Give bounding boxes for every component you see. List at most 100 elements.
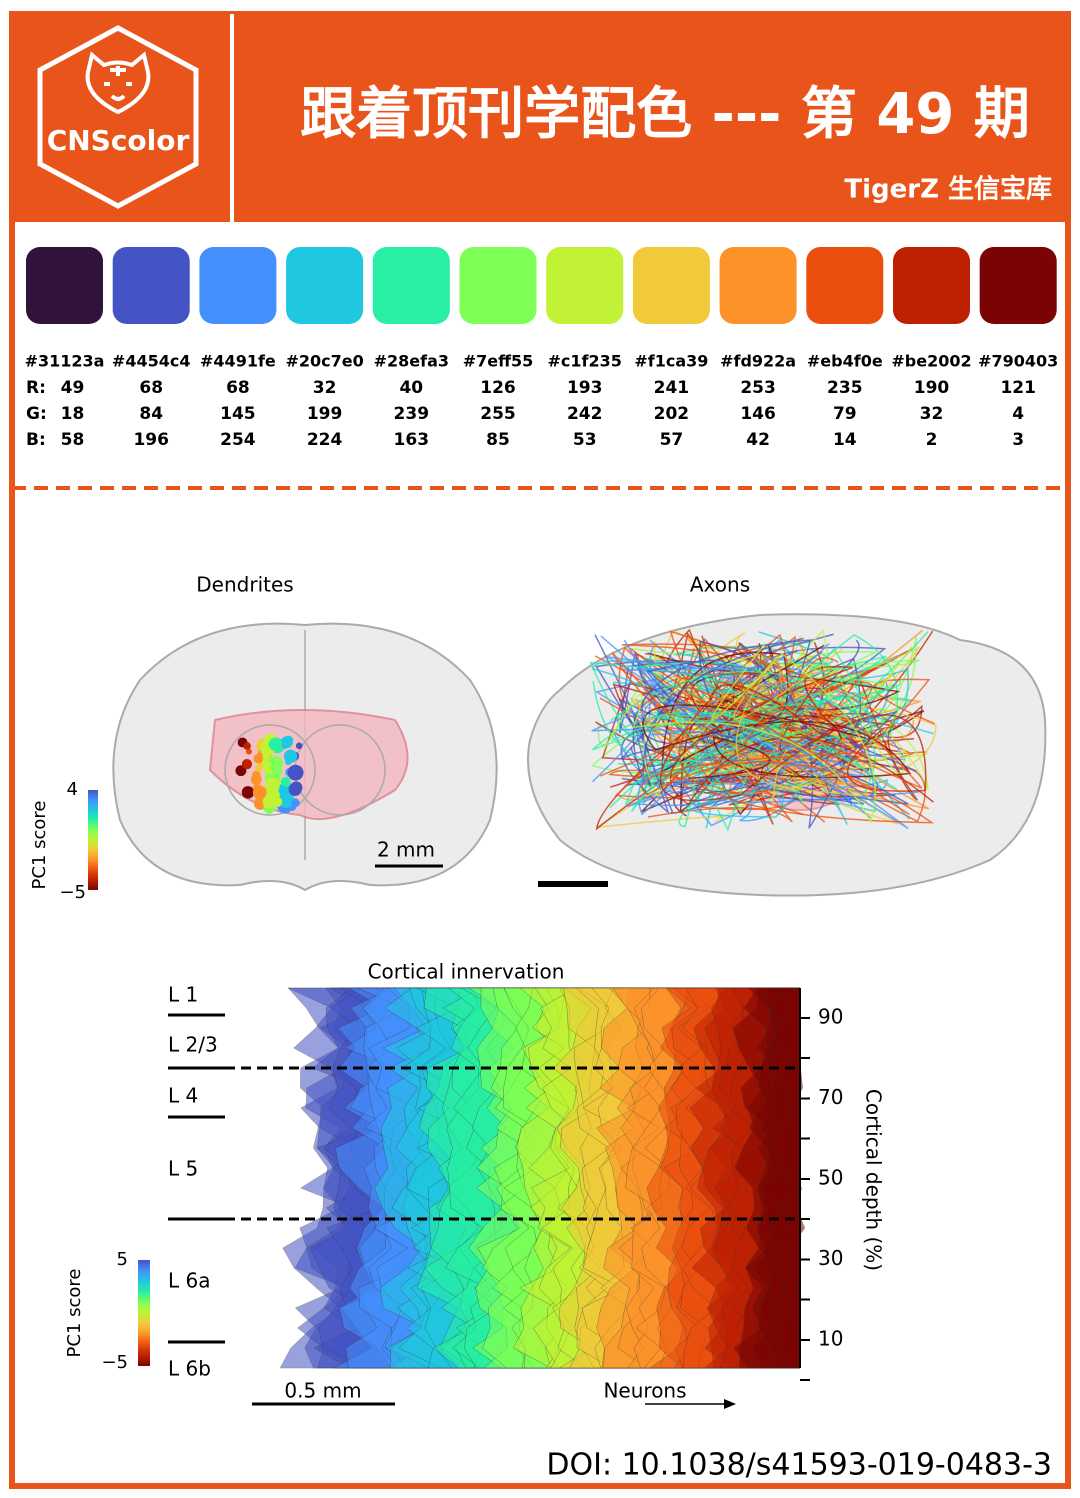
dendrite <box>253 753 264 764</box>
scale-bar-label: 2 mm <box>377 838 435 862</box>
dendrite <box>269 799 277 807</box>
depth-tick-label: 50 <box>818 1166 843 1190</box>
hex-code: #4454c4 <box>112 352 191 371</box>
rgb-value: 255 <box>480 404 516 424</box>
rgb-value: 253 <box>740 378 776 398</box>
dendrite <box>278 792 295 808</box>
rgb-value: 4 <box>1012 404 1024 424</box>
axon-tracts <box>589 628 937 832</box>
swatch <box>806 247 884 324</box>
dendrite <box>254 764 262 772</box>
depth-tick-label: 90 <box>818 1005 843 1029</box>
rgb-value: 18 <box>61 404 85 424</box>
rgb-value: 32 <box>920 404 944 424</box>
hex-code: #be2002 <box>891 352 971 371</box>
axon <box>594 634 887 806</box>
panel-title: Dendrites <box>196 573 293 597</box>
layer-label: L 6b <box>168 1357 211 1381</box>
rgb-label: G: <box>26 404 47 424</box>
logo-text: CNScolor <box>47 124 190 157</box>
coronal-brain <box>112 622 498 892</box>
dendrite <box>253 783 261 792</box>
swatch <box>632 247 710 324</box>
rgb-value: 126 <box>480 378 516 398</box>
axon <box>733 647 869 820</box>
dendrite <box>280 736 293 749</box>
colorbar-min: −5 <box>59 882 86 903</box>
dendrite <box>268 737 283 751</box>
rgb-value: 190 <box>914 378 950 398</box>
layer-boundaries <box>168 1013 800 1344</box>
rgb-value: 58 <box>61 430 85 450</box>
rgb-value: 196 <box>133 430 169 450</box>
swatch <box>112 247 190 324</box>
logo-tiger <box>85 51 151 115</box>
axon <box>696 640 848 829</box>
layer-label: L 5 <box>168 1157 198 1181</box>
hex-code: #7eff55 <box>463 352 534 371</box>
colorbar-max: 5 <box>117 1249 128 1270</box>
swatch <box>26 247 103 324</box>
axon <box>608 633 805 816</box>
dendrite <box>245 748 252 755</box>
swatch <box>286 247 364 324</box>
rgb-value: 242 <box>567 404 603 424</box>
axon <box>642 704 912 780</box>
rgb-value: 146 <box>740 404 776 424</box>
dendrite <box>295 742 303 750</box>
depth-tick-label: 10 <box>818 1327 843 1351</box>
axon <box>606 656 909 830</box>
dendrite <box>288 783 302 796</box>
arrow-head <box>724 1399 736 1409</box>
rgb-value: 84 <box>139 404 163 424</box>
rgb-value: 68 <box>139 378 163 398</box>
swatch <box>199 247 277 324</box>
rgb-value: 79 <box>833 404 857 424</box>
rgb-value: 49 <box>61 378 85 398</box>
rgb-value: 145 <box>220 404 256 424</box>
axon <box>641 687 935 824</box>
rgb-value: 224 <box>307 430 343 450</box>
swatch <box>546 247 624 324</box>
dendrite <box>287 764 304 781</box>
dendrite <box>243 742 251 750</box>
swatch <box>459 247 537 324</box>
hex-code: #20c7e0 <box>285 352 363 371</box>
rgb-value: 14 <box>833 430 857 450</box>
rgb-value: 2 <box>926 430 938 450</box>
dendrite <box>241 759 253 770</box>
doi: DOI: 10.1038/s41593-019-0483-3 <box>546 1448 1052 1483</box>
hex-code: #eb4f0e <box>807 352 883 371</box>
title: 跟着顶刊学配色 --- 第 49 期 <box>300 82 1030 147</box>
depth-tick-label: 70 <box>818 1085 843 1109</box>
colorbar-label: PC1 score <box>29 801 50 890</box>
rgb-value: 53 <box>573 430 597 450</box>
dendrite-cluster <box>235 733 304 814</box>
dendrite <box>241 786 255 799</box>
colorbar <box>88 790 98 890</box>
header-band <box>12 14 1068 222</box>
colorbar <box>138 1260 150 1366</box>
swatch <box>979 247 1057 324</box>
rgb-value: 121 <box>1000 378 1036 398</box>
rgb-value: 40 <box>399 378 423 398</box>
rgb-value: 239 <box>394 404 430 424</box>
hex-code: #c1f235 <box>548 352 622 371</box>
rgb-value: 3 <box>1012 430 1024 450</box>
layer-label: L 1 <box>168 983 198 1007</box>
swatch <box>893 247 970 324</box>
rgb-value: 85 <box>486 430 510 450</box>
dendrite <box>291 798 300 808</box>
dendrite <box>280 776 291 787</box>
logo-hexagon <box>37 25 199 209</box>
dendrite <box>283 749 298 763</box>
x-label: Neurons <box>603 1379 686 1403</box>
subtitle: TigerZ 生信宝库 <box>844 174 1052 205</box>
rgb-value: 241 <box>654 378 690 398</box>
layer-label: L 4 <box>168 1084 198 1108</box>
dendrite <box>250 773 262 785</box>
swatch <box>719 247 797 324</box>
layer-label: L 2/3 <box>168 1033 218 1057</box>
hex-code: #28efa3 <box>374 352 449 371</box>
